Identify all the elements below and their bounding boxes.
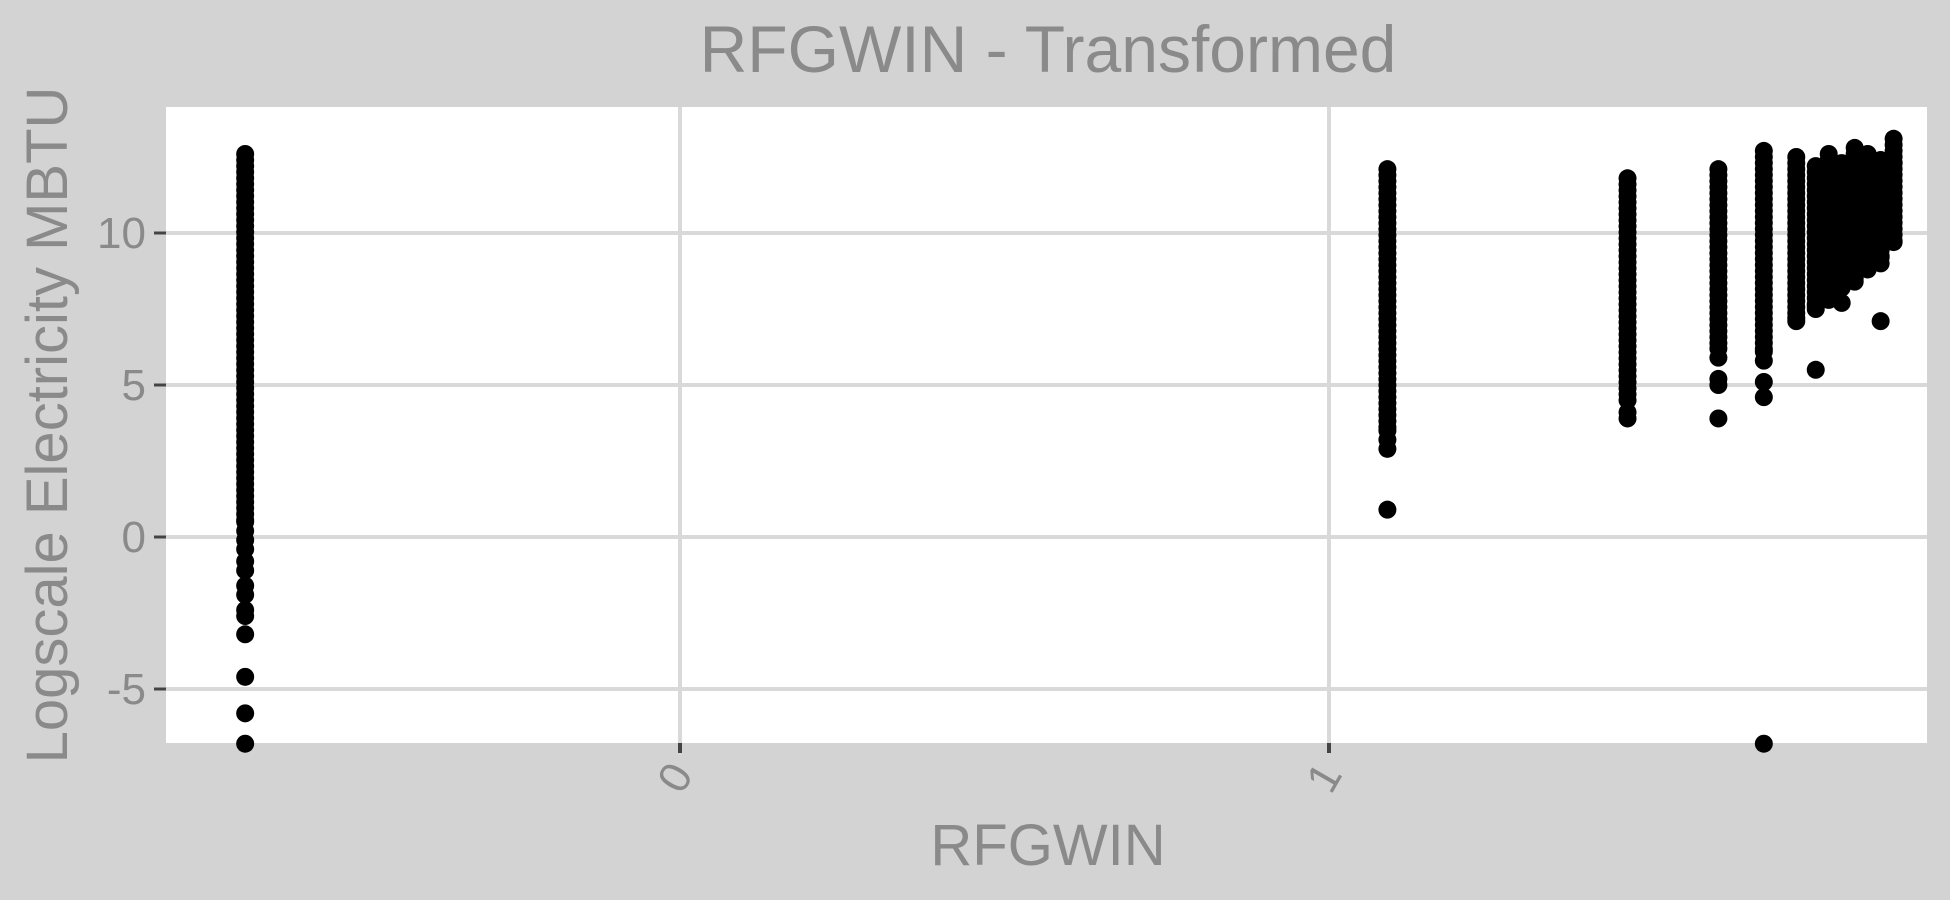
chart-title: RFGWIN - Transformed [700, 12, 1397, 86]
data-point [1709, 409, 1728, 428]
y-tick-label: -5 [107, 665, 146, 714]
y-tick-label: 5 [122, 361, 146, 410]
data-point [1871, 254, 1890, 273]
data-point [236, 734, 255, 753]
data-point [1845, 272, 1864, 291]
data-point [1832, 293, 1851, 312]
data-point [1754, 734, 1773, 753]
data-point [236, 561, 255, 580]
data-point [236, 625, 255, 644]
grid-lines [166, 107, 1927, 743]
data-point [236, 667, 255, 686]
data-point [236, 704, 255, 723]
data-point [1787, 312, 1806, 331]
data-point [236, 607, 255, 626]
data-point [1806, 300, 1825, 318]
y-tick-label: 0 [122, 513, 146, 562]
y-axis-label: Logscale Electricity MBTU [15, 87, 80, 764]
data-point [1709, 348, 1728, 367]
x-axis-label: RFGWIN [930, 813, 1165, 878]
data-point [1378, 500, 1397, 519]
data-point [236, 585, 255, 604]
data-point [1754, 372, 1773, 391]
data-point [1618, 409, 1637, 428]
data-point [1884, 154, 1903, 173]
data-point [1709, 376, 1728, 394]
data-point [1806, 360, 1825, 379]
data-point [1754, 388, 1773, 407]
y-tick-label: 10 [97, 209, 146, 258]
data-point [1871, 312, 1890, 331]
plot-panel [166, 107, 1927, 743]
data-points [236, 129, 1903, 753]
data-point [1378, 439, 1397, 458]
data-point [1754, 351, 1773, 370]
data-point [1884, 233, 1903, 252]
